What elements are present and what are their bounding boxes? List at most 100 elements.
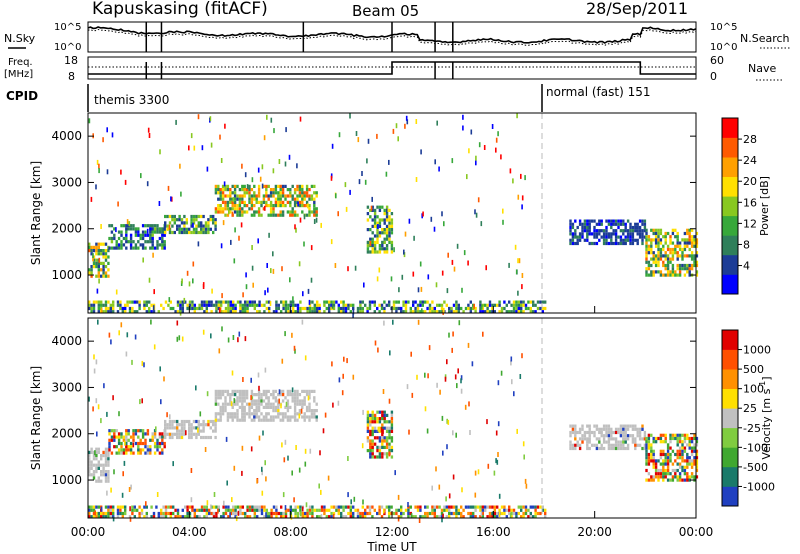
range-cell — [330, 300, 333, 304]
noise-cell — [128, 487, 131, 492]
range-cell — [120, 451, 123, 455]
range-cell — [221, 405, 225, 409]
range-cell — [626, 235, 630, 239]
range-cell — [292, 310, 295, 314]
range-cell — [407, 511, 410, 516]
range-cell — [380, 505, 384, 509]
range-cell — [205, 303, 208, 307]
range-cell — [253, 418, 256, 422]
range-cell — [156, 445, 159, 449]
range-cell — [586, 219, 589, 223]
range-cell — [113, 438, 116, 442]
range-cell — [378, 452, 382, 456]
range-cell — [356, 508, 360, 512]
noise-cell — [293, 345, 296, 351]
nsky-label: N.Sky — [4, 32, 36, 45]
range-cell — [412, 310, 415, 314]
range-cell — [488, 300, 492, 304]
range-cell — [145, 310, 148, 314]
range-cell — [207, 221, 210, 225]
noise-cell — [438, 166, 440, 172]
range-cell — [185, 227, 188, 231]
range-cell — [110, 230, 114, 234]
range-cell — [683, 433, 687, 437]
range-cell — [378, 420, 382, 424]
range-cell — [330, 505, 333, 509]
range-cell — [671, 478, 675, 482]
range-cell — [610, 446, 613, 451]
range-cell — [212, 218, 215, 222]
range-cell — [238, 213, 242, 217]
range-cell — [272, 409, 275, 413]
noise-cell — [153, 289, 155, 295]
range-cell — [622, 443, 625, 447]
range-cell — [305, 184, 309, 188]
range-cell — [153, 224, 157, 228]
range-cell — [219, 210, 222, 214]
range-cell — [185, 419, 188, 424]
range-cell — [366, 240, 370, 244]
range-cell — [200, 306, 204, 311]
range-cell — [210, 303, 213, 307]
range-cell — [388, 237, 391, 241]
range-cell — [125, 435, 128, 439]
range-cell — [192, 419, 196, 424]
noise-cell — [272, 168, 275, 174]
range-cell — [161, 230, 164, 234]
range-cell — [120, 224, 123, 228]
range-cell — [659, 231, 663, 236]
noise-cell — [469, 430, 471, 435]
range-cell — [622, 446, 625, 451]
range-cell — [308, 511, 312, 516]
range-cell — [510, 310, 513, 314]
range-cell — [188, 306, 192, 311]
range-cell — [250, 399, 254, 403]
noise-cell — [320, 514, 323, 520]
range-cell — [576, 238, 579, 242]
range-cell — [173, 419, 176, 424]
range-cell — [214, 423, 217, 427]
range-cell — [340, 310, 343, 314]
noise-cell — [199, 411, 202, 417]
range-cell — [195, 227, 198, 231]
range-cell — [238, 396, 242, 400]
range-cell — [381, 417, 384, 421]
range-cell — [388, 426, 391, 430]
range-cell — [662, 472, 665, 476]
range-cell — [662, 433, 665, 437]
range-cell — [294, 303, 297, 307]
range-cell — [678, 456, 682, 460]
noise-cell — [407, 502, 409, 507]
range-cell — [414, 300, 417, 304]
range-cell — [304, 511, 307, 516]
range-cell — [467, 303, 470, 307]
range-cell — [593, 434, 596, 438]
range-cell — [373, 221, 377, 225]
range-cell — [598, 446, 601, 451]
range-cell — [163, 243, 166, 247]
noise-cell — [264, 367, 267, 373]
range-cell — [605, 238, 608, 242]
range-cell — [325, 300, 328, 304]
range-cell — [257, 409, 261, 413]
range-cell — [231, 200, 234, 204]
range-cell — [426, 511, 429, 516]
range-cell — [688, 443, 691, 447]
range-cell — [190, 423, 193, 427]
range-cell — [678, 475, 682, 479]
range-cell — [279, 418, 282, 422]
range-cell — [647, 440, 651, 444]
range-cell — [371, 410, 374, 414]
range-cell — [681, 449, 684, 453]
range-cell — [104, 249, 108, 253]
range-cell — [158, 441, 162, 446]
noise-cell — [497, 452, 499, 457]
noise-cell — [148, 277, 151, 283]
range-cell — [569, 446, 572, 451]
noise-cell — [193, 145, 196, 151]
range-cell — [664, 452, 667, 457]
range-cell — [286, 210, 290, 214]
range-cell — [605, 232, 608, 236]
range-cell — [369, 413, 372, 417]
noise-cell — [233, 465, 236, 471]
